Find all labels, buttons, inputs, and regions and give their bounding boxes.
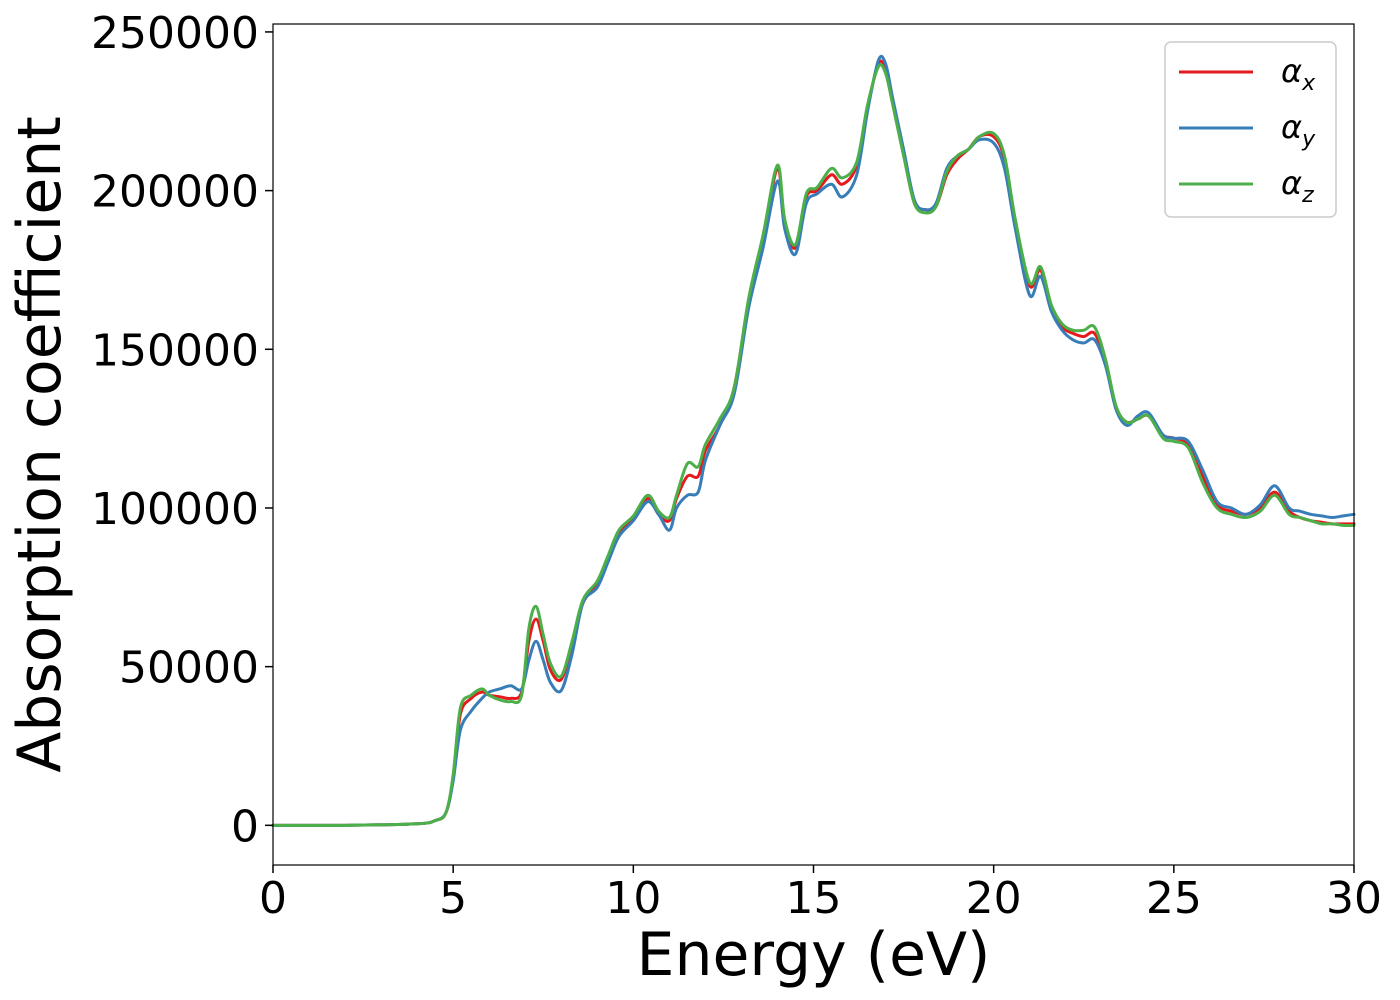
x-axis-title: Energy (eV): [637, 920, 991, 990]
x-axis: 0 5 10 15 20 25 30: [259, 865, 1382, 924]
series-line-y: [271, 54, 1356, 827]
x-tick-label: 15: [786, 873, 842, 924]
y-tick-label: 250000: [91, 8, 259, 59]
series-lines: [271, 54, 1356, 827]
legend-label-y: αy: [1281, 108, 1316, 152]
x-tick-label: 10: [605, 873, 661, 924]
y-axis: 0 50000 100000 150000 200000 250000: [91, 8, 273, 852]
series-line-z: [271, 63, 1356, 827]
y-axis-title: Absorption coefficient: [5, 116, 75, 773]
y-tick-label: 0: [231, 801, 259, 852]
x-tick-label: 0: [259, 873, 287, 924]
y-tick-label: 150000: [91, 325, 259, 376]
x-tick-label: 5: [439, 873, 467, 924]
y-tick-label: 50000: [119, 643, 259, 694]
y-tick-label: 100000: [91, 484, 259, 535]
legend-label-x: αx: [1281, 52, 1316, 96]
x-tick-label: 25: [1146, 873, 1202, 924]
y-tick-label: 200000: [91, 167, 259, 218]
legend-label-z: αz: [1281, 164, 1314, 208]
legend: αx αy αz: [1164, 41, 1337, 218]
x-tick-label: 20: [966, 873, 1022, 924]
x-tick-label: 30: [1326, 873, 1382, 924]
